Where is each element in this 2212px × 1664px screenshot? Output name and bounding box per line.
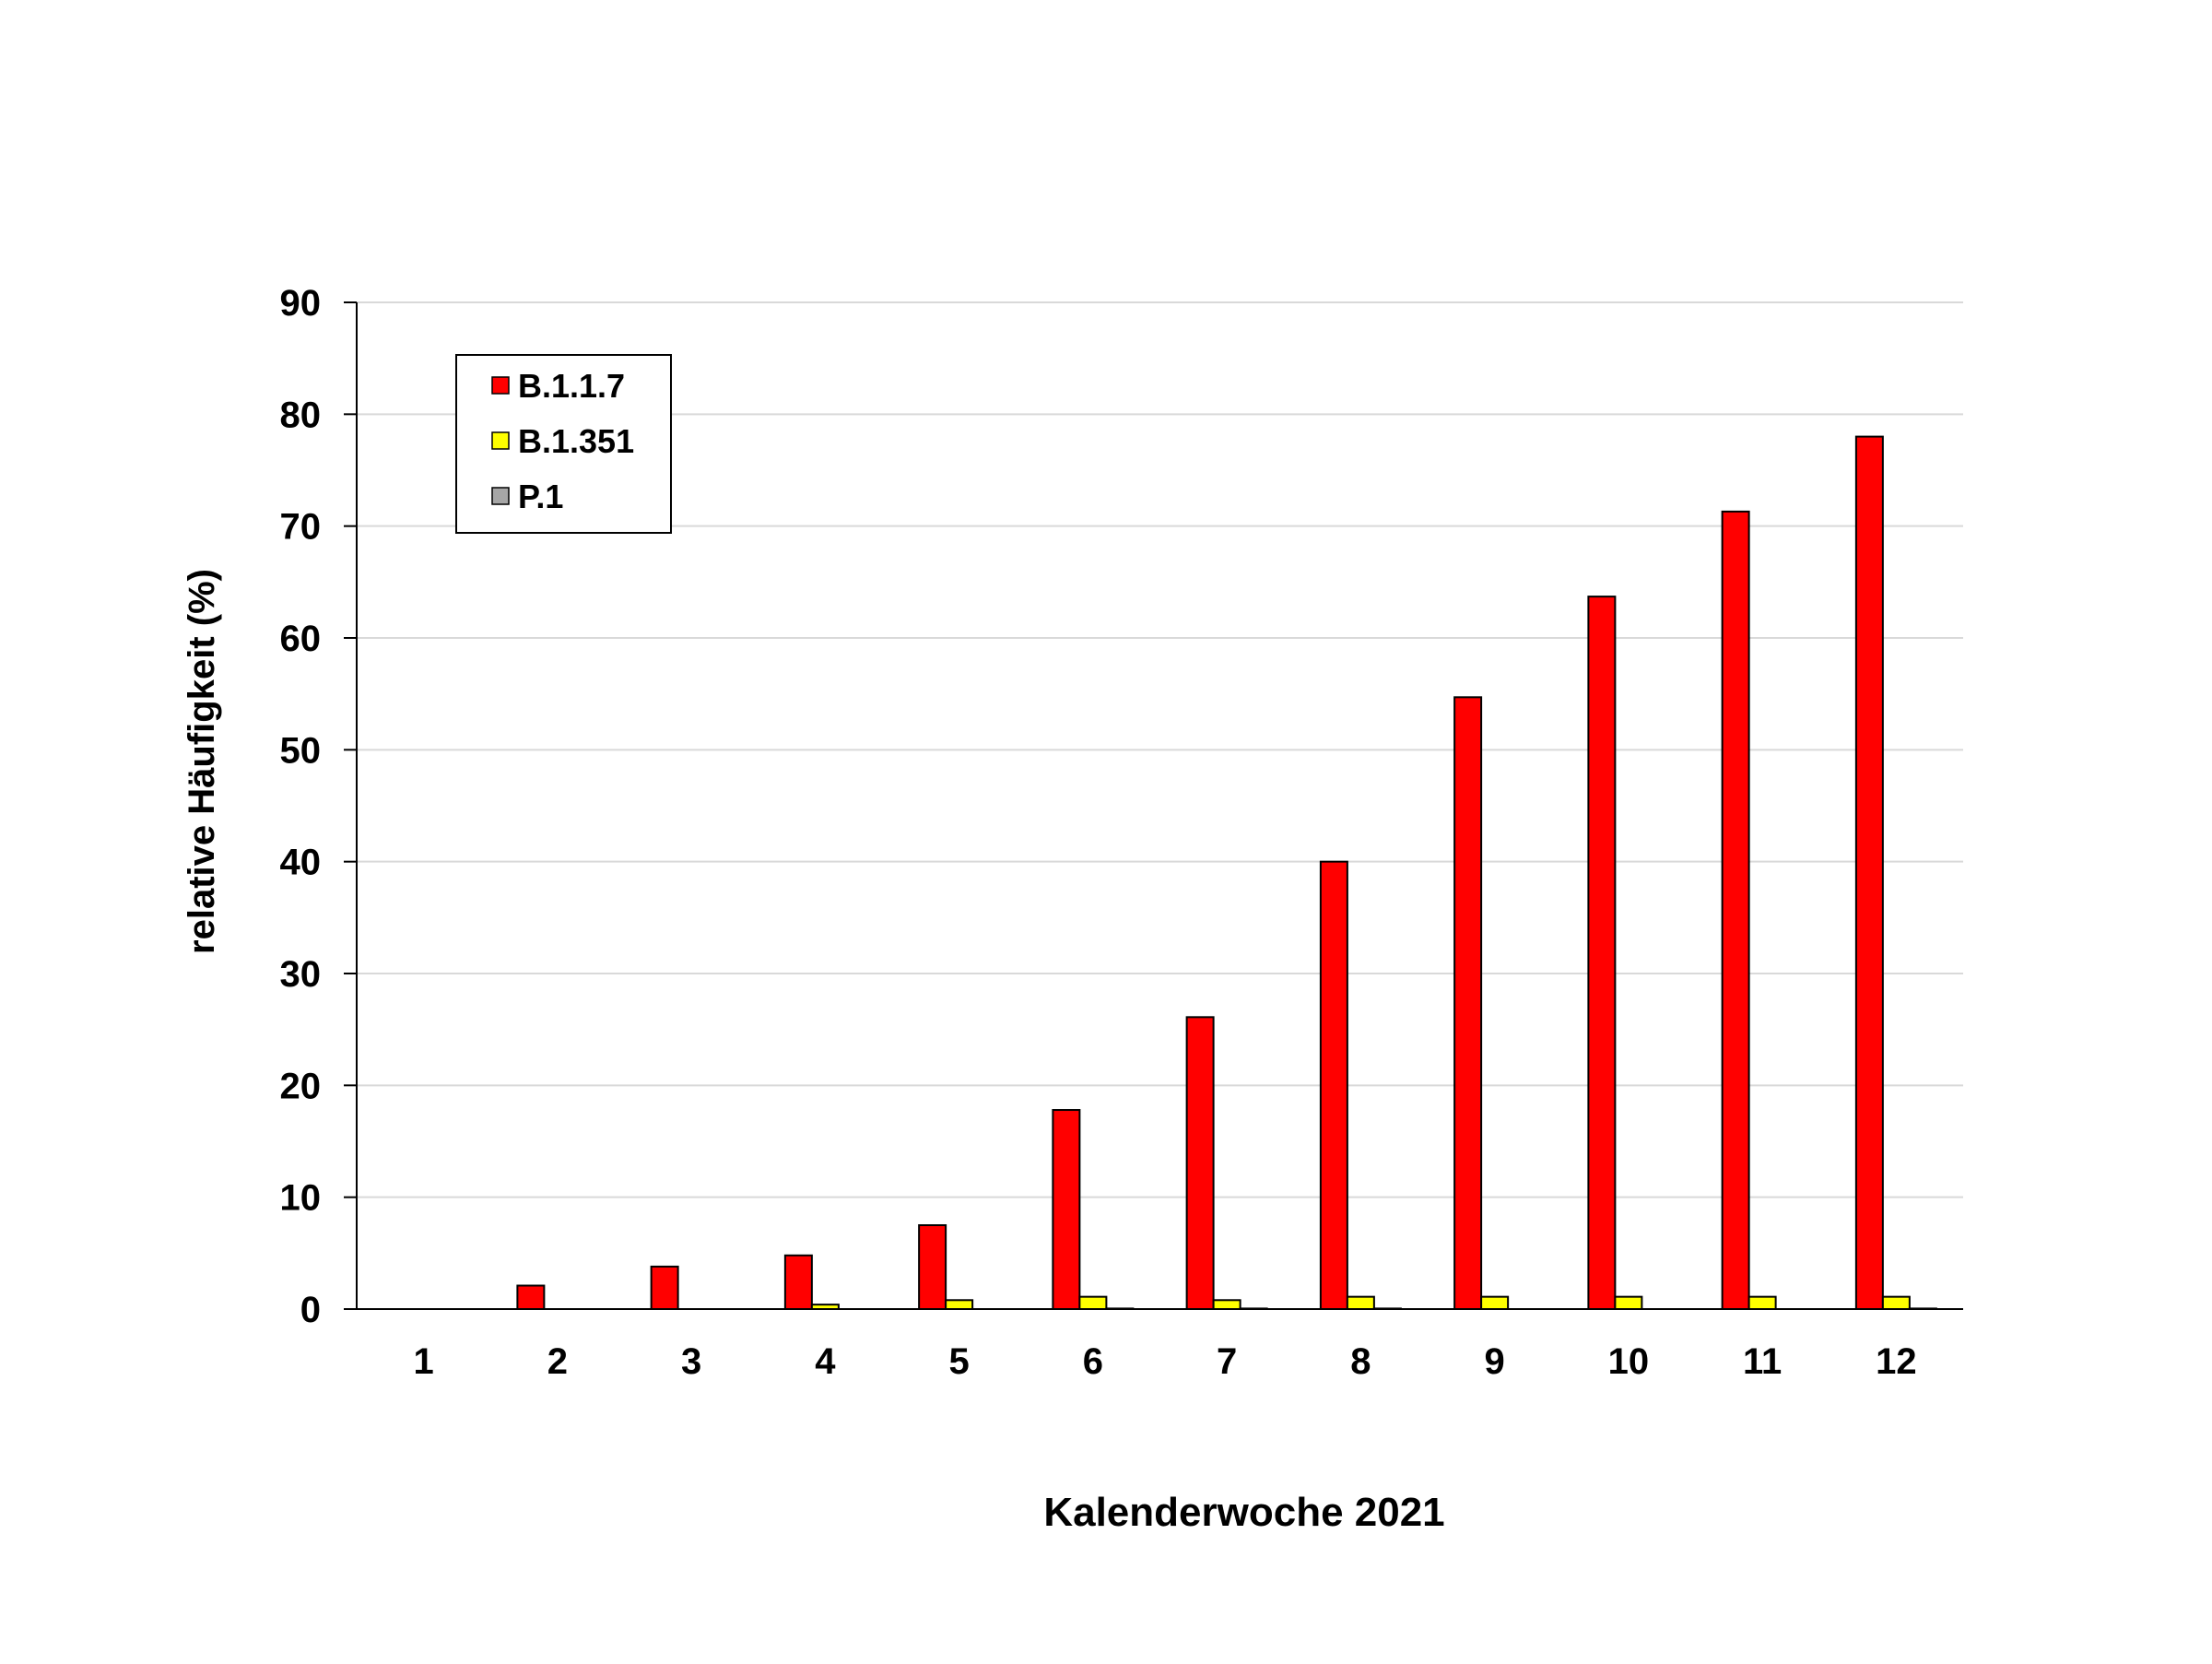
bar-B.1.351-kw8	[1346, 1295, 1375, 1310]
x-tick-label: 5	[949, 1341, 970, 1382]
bar-B.1.1.7-kw7	[1185, 1016, 1215, 1310]
x-tick-label: 1	[414, 1341, 434, 1382]
bar-B.1.1.7-kw11	[1721, 510, 1750, 1310]
y-tick-label: 40	[280, 843, 322, 883]
bar-B.1.1.7-kw12	[1854, 435, 1884, 1311]
bar-B.1.351-kw7	[1212, 1299, 1241, 1311]
x-tick-label: 2	[547, 1341, 568, 1382]
x-tick-label: 9	[1485, 1341, 1505, 1382]
bar-B.1.1.7-kw4	[783, 1254, 813, 1311]
y-tick-label: 0	[300, 1290, 321, 1330]
y-tick-label: 50	[280, 730, 322, 771]
legend-label-B.1.1.7: B.1.1.7	[518, 367, 625, 405]
x-tick-label: 10	[1608, 1341, 1650, 1382]
x-tick-label: 6	[1083, 1341, 1103, 1382]
bar-B.1.1.7-kw3	[650, 1265, 679, 1310]
bar-B.1.351-kw12	[1881, 1295, 1911, 1310]
bar-B.1.351-kw6	[1078, 1295, 1108, 1310]
x-tick-label: 11	[1743, 1341, 1782, 1382]
bars	[516, 435, 1937, 1311]
axes	[356, 302, 1963, 1310]
y-tick-label: 20	[280, 1066, 322, 1106]
x-axis-label: Kalenderwoche 2021	[1043, 1490, 1444, 1535]
legend: B.1.1.7 B.1.351 P.1	[455, 354, 672, 534]
y-tick-label: 90	[280, 283, 322, 324]
bar-B.1.351-kw11	[1747, 1295, 1777, 1310]
x-tick-label: 3	[681, 1341, 701, 1382]
bar-B.1.1.7-kw6	[1052, 1109, 1081, 1310]
y-tick-label: 80	[280, 395, 322, 435]
bar-B.1.351-kw10	[1614, 1295, 1643, 1310]
y-axis-label: relative Häufigkeit (%)	[182, 569, 222, 954]
bar-B.1.351-kw9	[1480, 1295, 1510, 1310]
legend-label-P.1: P.1	[518, 478, 563, 515]
bar-B.1.1.7-kw8	[1319, 860, 1348, 1311]
x-tick-label: 12	[1876, 1341, 1917, 1382]
y-tick-label: 70	[280, 507, 322, 548]
legend-swatch-B.1.1.7	[491, 376, 510, 395]
bar-B.1.1.7-kw9	[1453, 696, 1483, 1310]
x-tick-label: 8	[1350, 1341, 1371, 1382]
legend-swatch-P.1	[491, 487, 510, 505]
bar-B.1.1.7-kw2	[516, 1284, 546, 1311]
y-tick-label: 10	[280, 1178, 322, 1219]
y-tick-label: 60	[280, 619, 322, 659]
x-tick-label: 4	[815, 1341, 836, 1382]
legend-swatch-B.1.351	[491, 431, 510, 450]
y-tick-label: 30	[280, 954, 322, 995]
bar-B.1.351-kw5	[945, 1299, 974, 1311]
x-tick-label: 7	[1217, 1341, 1237, 1382]
bar-B.1.1.7-kw5	[918, 1224, 947, 1310]
legend-label-B.1.351: B.1.351	[518, 422, 634, 460]
bar-B.1.1.7-kw10	[1587, 596, 1617, 1310]
